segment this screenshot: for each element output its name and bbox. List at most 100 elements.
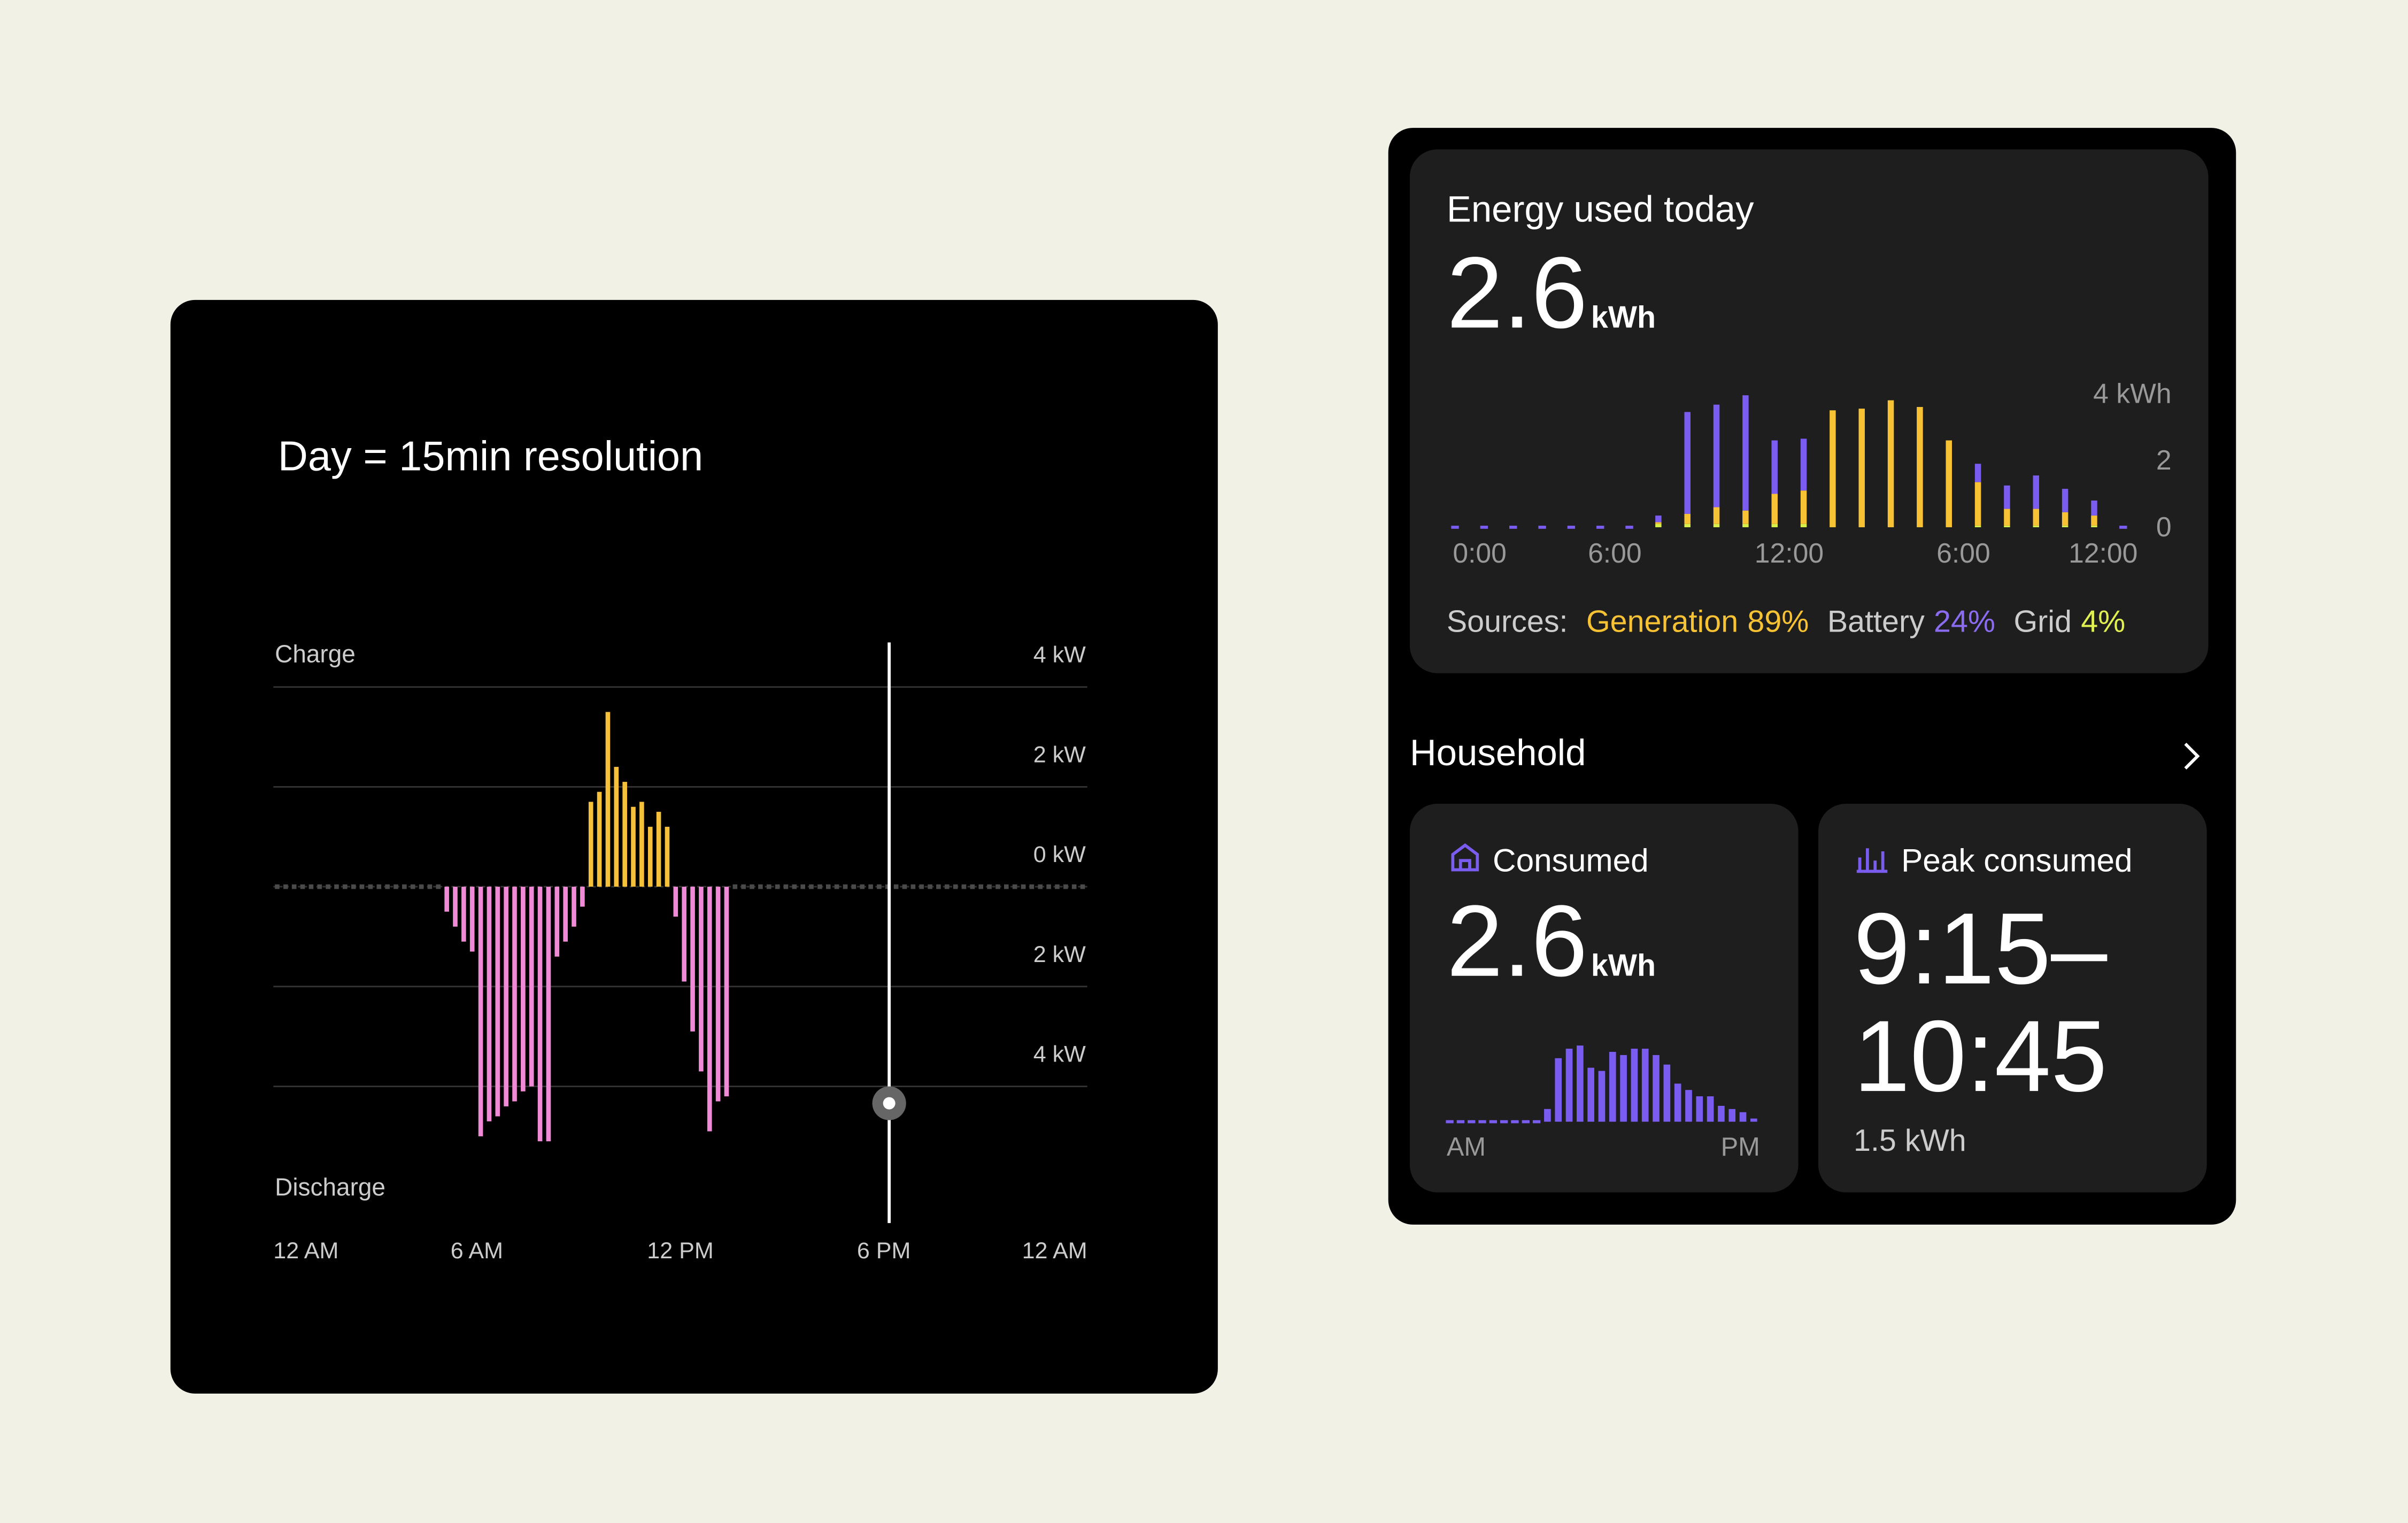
bar xyxy=(334,884,339,889)
bar xyxy=(953,884,958,889)
peak-time: 10:45 xyxy=(1854,999,2107,1113)
bar-segment xyxy=(1858,409,1865,527)
bar-segment xyxy=(2033,509,2040,526)
energy-card[interactable] xyxy=(1409,149,2209,673)
bar-segment xyxy=(1800,490,1807,524)
bar xyxy=(750,884,754,889)
bar-segment xyxy=(2062,525,2069,527)
legend-share: 89% xyxy=(1747,604,1809,639)
bar xyxy=(1728,1109,1736,1122)
bar xyxy=(817,884,822,889)
bar-segment xyxy=(1830,410,1836,527)
bar xyxy=(444,887,449,912)
y-tick-label: 4 kW xyxy=(1033,642,1086,668)
bar xyxy=(504,887,508,1106)
bar xyxy=(809,884,814,889)
bar xyxy=(495,887,500,1117)
consumed-plot xyxy=(1446,1045,1757,1124)
bar-dash xyxy=(1446,1120,1454,1124)
bar xyxy=(1685,1090,1692,1122)
bar-segment xyxy=(2004,509,2010,526)
bar xyxy=(961,884,967,889)
bar xyxy=(834,884,839,889)
unit: kWh xyxy=(1591,949,1656,983)
bar-segment xyxy=(2062,489,2069,512)
consumed-card[interactable] xyxy=(1409,803,1799,1193)
card-title: Peak consumed xyxy=(1901,842,2133,878)
bar xyxy=(1750,1118,1757,1122)
bar xyxy=(673,887,678,917)
bar-segment xyxy=(1713,404,1720,507)
bar xyxy=(410,884,415,889)
bar xyxy=(1707,1096,1714,1122)
x-tick-label: 6 AM xyxy=(451,1238,503,1264)
bar xyxy=(1080,884,1085,889)
bar xyxy=(775,884,780,889)
bar xyxy=(707,887,712,1132)
bar-dash xyxy=(1596,526,1604,529)
bar xyxy=(1046,884,1051,889)
bar-segment xyxy=(1742,510,1749,524)
x-tick-label: 6 PM xyxy=(857,1238,911,1264)
legend-name: Grid xyxy=(2013,604,2072,639)
bar-dash xyxy=(1509,526,1517,529)
bar-segment xyxy=(1887,400,1894,527)
bar xyxy=(588,802,593,887)
bar xyxy=(665,827,670,887)
bar xyxy=(1674,1083,1681,1122)
bar xyxy=(580,887,585,907)
bar xyxy=(656,812,661,887)
bar xyxy=(699,887,704,1072)
bar xyxy=(783,884,789,889)
section-title: Household xyxy=(1410,732,1586,773)
bar xyxy=(987,884,992,889)
bar xyxy=(1012,884,1017,889)
bar xyxy=(928,884,932,889)
bar-segment xyxy=(1974,464,1981,482)
peak-card[interactable] xyxy=(1818,803,2207,1193)
bar xyxy=(682,887,686,982)
bar xyxy=(469,887,475,952)
big-value: 2.6 xyxy=(1447,884,1588,998)
bar xyxy=(521,887,526,1091)
bar xyxy=(376,884,382,889)
bar-dash xyxy=(1532,1120,1541,1124)
cursor-dot xyxy=(883,1097,896,1110)
bar xyxy=(554,887,560,957)
bar-dash xyxy=(1451,526,1459,529)
bar xyxy=(978,884,984,889)
bar xyxy=(1555,1058,1562,1122)
bar xyxy=(385,884,390,889)
x-tick-label: 0:00 xyxy=(1453,537,1507,568)
bar xyxy=(1038,884,1043,889)
bar xyxy=(419,884,424,889)
bar xyxy=(860,884,865,889)
house-icon xyxy=(1451,843,1479,872)
card-title: Consumed xyxy=(1493,842,1649,878)
bar xyxy=(800,884,806,889)
y-tick-label: 2 kW xyxy=(1033,742,1086,767)
bar xyxy=(512,887,517,1102)
x-tick-label: 12:00 xyxy=(2069,537,2137,568)
bar-segment xyxy=(1684,513,1691,524)
bar-segment xyxy=(1800,439,1807,491)
x-tick-label: 12 PM xyxy=(647,1238,714,1264)
legend-share: 4% xyxy=(2081,604,2125,639)
bar xyxy=(597,791,602,887)
bar-segment xyxy=(1742,395,1749,511)
x-label: PM xyxy=(1721,1133,1760,1162)
bar-segment xyxy=(1713,507,1720,524)
bar-dash xyxy=(2119,526,2127,529)
sources-label: Sources: xyxy=(1447,604,1568,639)
bar xyxy=(1071,884,1077,889)
bar xyxy=(825,884,831,889)
bar-segment xyxy=(1684,524,1691,527)
bar xyxy=(690,887,695,1032)
chevron[interactable] xyxy=(2184,742,2200,770)
bar-segment xyxy=(1655,516,1662,522)
y-tick-label: 4 kWh xyxy=(2093,378,2171,409)
peak-energy: 1.5 kWh xyxy=(1854,1124,1966,1158)
bar xyxy=(758,884,763,889)
